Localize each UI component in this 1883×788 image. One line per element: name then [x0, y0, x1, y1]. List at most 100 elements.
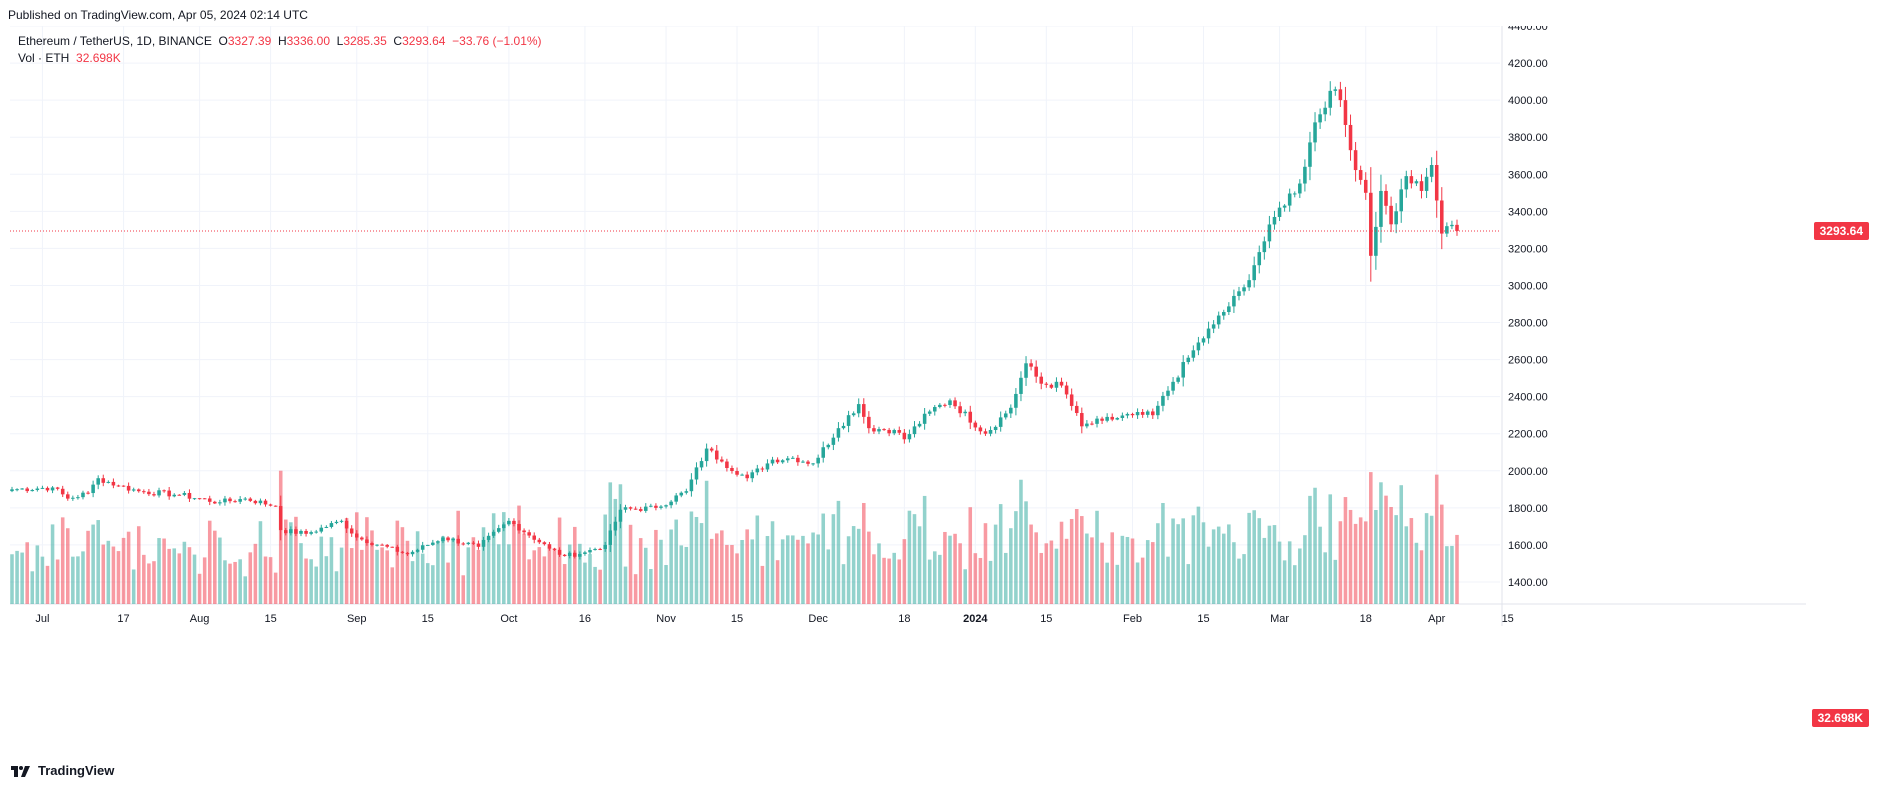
candle-body: [121, 485, 126, 487]
candlestick-chart[interactable]: 1400.00 1600.00 1800.00 2000.00 2200.00 2400.…: [10, 26, 1806, 726]
candle-body: [953, 400, 957, 407]
volume-label[interactable]: Vol · ETH: [18, 51, 70, 65]
volume-bar: [1374, 510, 1378, 604]
candle-body: [638, 509, 643, 511]
volume-bar: [496, 544, 501, 604]
volume-bar: [263, 556, 268, 604]
symbol-title[interactable]: Ethereum / TetherUS, 1D, BINANCE: [18, 34, 212, 48]
volume-bar: [1085, 533, 1089, 604]
volume-bar: [542, 556, 547, 604]
volume-bar: [598, 569, 602, 604]
volume-bar: [354, 512, 359, 604]
candle-body: [162, 490, 166, 492]
candle-body: [273, 505, 278, 507]
volume-bar: [466, 547, 471, 604]
volume-bar: [532, 550, 537, 604]
candle-body: [1262, 241, 1267, 253]
volume-bar: [456, 510, 460, 604]
volume-bar: [760, 565, 765, 604]
volume-bar: [35, 545, 40, 604]
x-tick-label: 15: [731, 613, 743, 625]
volume-bar: [253, 543, 258, 604]
x-tick-label: Feb: [1123, 613, 1142, 625]
volume-bar: [1404, 526, 1409, 604]
y-tick-label: 4000.00: [1508, 95, 1548, 107]
volume-bar: [841, 564, 846, 604]
candle-body: [1186, 357, 1191, 363]
y-tick-label: 3400.00: [1508, 206, 1548, 218]
x-tick-label: Dec: [808, 613, 828, 625]
candle-body: [1216, 315, 1221, 325]
candle-body: [1277, 207, 1282, 217]
candle-body: [816, 457, 820, 464]
candle-body: [425, 544, 430, 546]
candle-body: [1135, 412, 1140, 416]
candle-body: [1085, 423, 1089, 427]
candle-body: [370, 543, 374, 545]
volume-bar: [20, 552, 24, 604]
candle-body: [1206, 328, 1211, 339]
candle-body: [998, 417, 1003, 427]
volume-bar: [1100, 542, 1104, 604]
volume-bar: [801, 535, 805, 604]
volume-bar: [892, 552, 896, 604]
candle-body: [725, 461, 729, 469]
volume-bar: [547, 546, 552, 604]
x-tick-label: 18: [898, 613, 910, 625]
candle-body: [968, 411, 973, 423]
volume-bar: [481, 527, 486, 604]
y-tick-label: 2600.00: [1508, 355, 1548, 367]
volume-bar: [796, 539, 800, 604]
volume-bar: [1130, 538, 1135, 604]
volume-bar: [294, 516, 298, 604]
volume-bar: [167, 548, 171, 604]
volume-bar: [1003, 552, 1008, 604]
candle-body: [1429, 165, 1434, 177]
volume-bar: [1353, 523, 1358, 604]
volume-bar: [147, 563, 151, 604]
high-label: H: [277, 34, 287, 48]
volume-bar: [1267, 525, 1272, 604]
candle-body: [278, 506, 283, 531]
candle-body: [258, 500, 263, 504]
volume-bar: [1419, 550, 1424, 604]
volume-bar: [1328, 494, 1333, 604]
candle-body: [182, 492, 187, 495]
volume-bar: [856, 528, 861, 604]
volume-bar: [811, 532, 815, 604]
volume-bar: [628, 524, 633, 604]
candle-body: [1227, 306, 1231, 313]
volume-bar: [679, 545, 684, 604]
volume-bar: [1049, 540, 1054, 604]
x-tick-label: Jul: [35, 613, 49, 625]
candle-body: [826, 444, 831, 448]
volume-bar: [131, 569, 136, 604]
low-label: L: [336, 34, 344, 48]
volume-bar: [1115, 564, 1120, 604]
volume-bar: [1211, 529, 1216, 604]
volume-bar: [284, 519, 288, 604]
candle-body: [167, 490, 171, 497]
volume-bar: [1110, 532, 1115, 604]
candle-body: [1267, 224, 1272, 242]
volume-bar: [1384, 495, 1388, 604]
candle-body: [1145, 411, 1150, 415]
x-tick-label: 15: [1040, 613, 1052, 625]
candle-body: [65, 494, 70, 499]
volume-bar: [618, 484, 623, 604]
candle-body: [415, 549, 420, 552]
volume-bar: [182, 541, 187, 604]
candle-body: [927, 411, 932, 414]
candle-body: [669, 501, 673, 506]
volume-bar: [1161, 503, 1165, 604]
candle-body: [136, 489, 141, 492]
volume-bar: [1247, 512, 1251, 604]
volume-bar: [314, 566, 318, 604]
volume-bar: [365, 517, 369, 604]
volume-bar: [1125, 536, 1130, 604]
candle-body: [836, 428, 841, 438]
volume-bar: [573, 526, 577, 604]
volume-bar: [1333, 559, 1338, 604]
brand-name: TradingView: [38, 763, 115, 778]
candle-body: [618, 509, 623, 522]
